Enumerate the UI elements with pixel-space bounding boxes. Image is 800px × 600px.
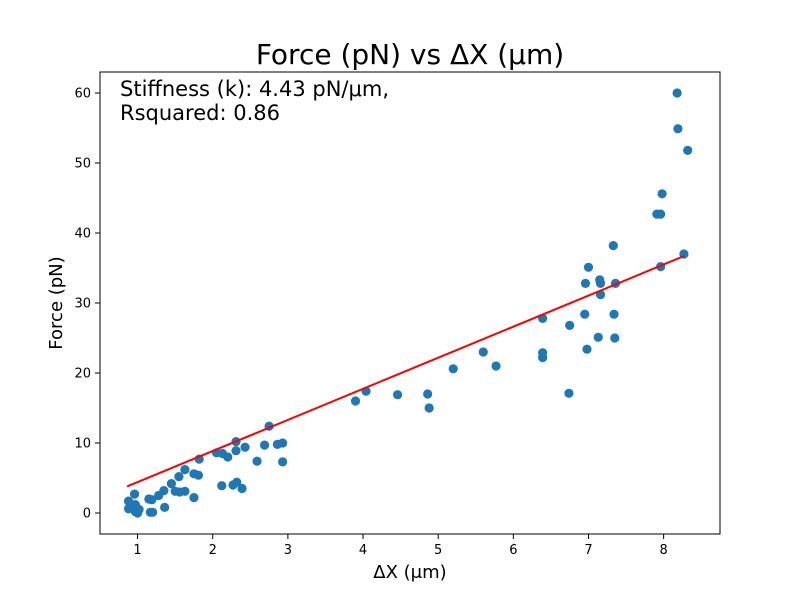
data-point <box>278 457 288 467</box>
data-point <box>166 479 176 489</box>
data-point <box>174 472 184 482</box>
data-point <box>580 309 590 319</box>
data-point <box>393 390 403 400</box>
data-point <box>673 124 683 134</box>
x-tick-label: 1 <box>133 543 141 558</box>
data-point <box>189 493 199 503</box>
data-point <box>424 403 434 413</box>
x-tick-label: 8 <box>659 543 667 558</box>
x-axis-ticks: 1 2 3 4 5 6 7 8 <box>133 534 668 558</box>
data-point <box>580 278 591 288</box>
data-point <box>564 388 574 398</box>
chart-title: Force (pN) vs ΔX (μm) <box>256 38 564 71</box>
x-axis-label: ΔX (μm) <box>373 562 446 583</box>
data-point <box>683 145 693 155</box>
data-point <box>129 489 140 499</box>
data-point <box>448 364 458 374</box>
x-tick-label: 4 <box>359 543 367 558</box>
fit-line-series <box>126 255 685 488</box>
data-point <box>423 389 433 399</box>
x-tick-label: 6 <box>509 543 517 558</box>
x-tick-label: 7 <box>584 543 592 558</box>
data-point <box>231 446 241 456</box>
data-point <box>180 486 190 496</box>
data-point <box>583 262 594 272</box>
data-point <box>252 456 262 466</box>
data-point <box>159 486 169 496</box>
fit-line <box>126 255 685 488</box>
data-point <box>608 241 618 251</box>
y-axis-ticks: 0 10 20 30 40 50 60 <box>74 87 100 522</box>
data-point <box>160 502 170 512</box>
data-point <box>538 353 548 363</box>
y-tick-label: 60 <box>74 87 91 102</box>
data-point <box>232 477 242 487</box>
y-tick-label: 50 <box>74 157 91 172</box>
scatter-series <box>123 88 693 518</box>
data-point <box>134 504 144 515</box>
data-point <box>223 452 233 462</box>
y-axis-label: Force (pN) <box>46 256 67 349</box>
data-point <box>123 496 134 506</box>
x-tick-label: 3 <box>284 543 292 558</box>
x-tick-label: 2 <box>209 543 217 558</box>
y-tick-label: 30 <box>74 297 91 312</box>
data-point <box>148 507 158 517</box>
data-point <box>565 320 575 330</box>
data-point <box>193 470 204 480</box>
data-point <box>593 332 603 342</box>
y-tick-label: 20 <box>74 367 91 382</box>
annotation-line-1: Stiffness (k): 4.43 pN/μm, <box>120 77 389 101</box>
data-point <box>259 440 270 450</box>
y-tick-label: 0 <box>83 507 91 522</box>
data-point <box>350 396 361 406</box>
data-point <box>240 442 250 452</box>
data-point <box>609 309 619 319</box>
data-point <box>595 278 606 288</box>
data-point <box>610 333 620 343</box>
data-point <box>217 481 227 491</box>
y-tick-label: 10 <box>74 437 91 452</box>
data-point <box>147 495 157 505</box>
annotation-line-2: Rsquared: 0.86 <box>120 101 280 125</box>
data-point <box>478 347 488 357</box>
data-point <box>672 88 682 98</box>
data-point <box>491 361 501 371</box>
x-tick-label: 5 <box>434 543 442 558</box>
data-point <box>656 209 666 219</box>
data-point <box>237 483 247 494</box>
data-point <box>278 438 288 448</box>
y-tick-label: 40 <box>74 227 91 242</box>
data-point <box>180 465 190 475</box>
data-point <box>582 344 592 354</box>
data-point <box>657 189 667 199</box>
